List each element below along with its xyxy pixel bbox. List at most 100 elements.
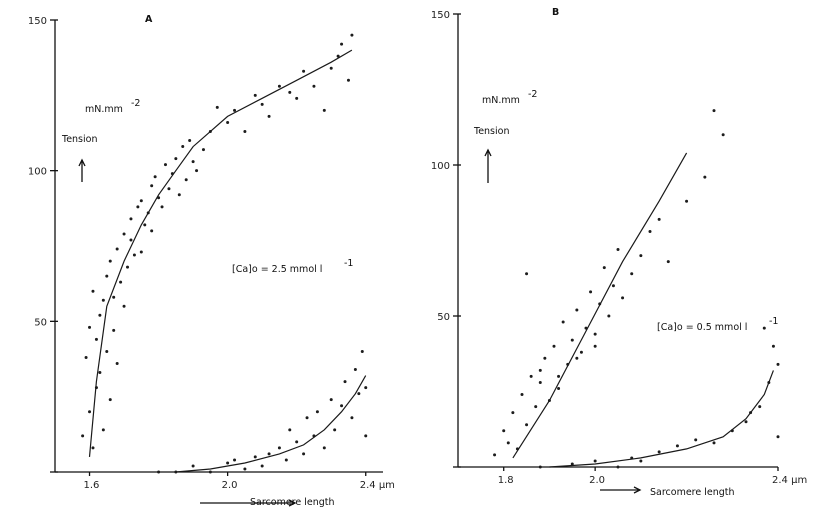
panel-a-series-1-point — [329, 66, 333, 70]
panel-a-series-1-point — [108, 398, 112, 402]
panel-b-series-1-point — [616, 248, 620, 252]
panel-b-y-tick-label: 100 — [431, 161, 450, 172]
panel-b-x-label: Sarcomere length — [650, 487, 735, 498]
panel-b-x-arrowhead — [633, 486, 642, 494]
panel-a-series-1-point — [88, 325, 92, 329]
panel-a-series-1-point — [226, 120, 230, 124]
panel-b-series-1-point — [570, 338, 574, 342]
panel-a-series-1-point — [81, 434, 85, 438]
panel-a-series-1-point — [94, 337, 98, 341]
panel-a-series-1-point — [136, 205, 140, 209]
panel-b-annotation: [Ca]o = 0.5 mmol l — [657, 322, 747, 333]
panel-b-series-2-point — [771, 344, 775, 348]
panel-b-series-2-point — [694, 438, 698, 442]
panel-a-series-2-point — [353, 368, 357, 372]
panel-a-series-2-point — [343, 380, 347, 384]
panel-a-series-2-point — [322, 446, 326, 450]
panel-a-series-1-point — [346, 78, 350, 82]
panel-a-series-1-point — [112, 295, 116, 299]
panel-b-series-2-curve — [549, 370, 774, 468]
panel-a-series-1-point — [153, 175, 157, 179]
panel-a-series-1-point — [101, 298, 105, 302]
panel-b-series-1-point — [493, 453, 497, 457]
panel-b-y-label: Tension — [473, 126, 509, 137]
panel-a-series-2-point — [305, 416, 309, 420]
panel-b-series-1-point — [657, 217, 661, 221]
panel-b-series-1-point — [525, 423, 529, 427]
panel-b-series-1-point — [575, 356, 579, 360]
panel-a-x-arrowhead — [288, 499, 297, 507]
panel-a-series-1-point — [108, 259, 112, 263]
panel-b-y-tick-label: 150 — [431, 10, 450, 21]
panel-b-series-1-point — [511, 411, 515, 415]
panel-a-y-label: Tension — [61, 134, 97, 145]
panel-b-series-1-point — [666, 260, 670, 264]
panel-a-series-1-point — [160, 205, 164, 209]
panel-a-series-1-point — [215, 105, 219, 109]
panel-b-series-2-point — [744, 420, 748, 424]
panel-b-y-unit: mN.mm — [482, 95, 520, 106]
panel-a-series-1-point — [188, 139, 192, 143]
panel-a-series-1-point — [253, 93, 257, 97]
panel-b-series-1-point — [529, 374, 533, 378]
panel-a-series-1-point — [277, 84, 281, 88]
panel-b-series-2-point — [593, 459, 597, 463]
panel-a-x-tick-label: 1.6 — [84, 480, 100, 491]
panel-b-series-1-point — [621, 296, 625, 300]
panel-a-series-2-point — [191, 464, 195, 468]
panel-a-series-2-point — [243, 467, 247, 471]
panel-a-series-1-point — [177, 193, 181, 197]
panel-b-annotation-exp: -1 — [769, 316, 778, 327]
panel-a-series-1-point — [129, 217, 133, 221]
panel-a-series-1-point — [243, 129, 247, 133]
panel-a-series-1-point — [139, 199, 143, 203]
panel-a-series-1-point — [126, 265, 130, 269]
panel-b-x-tick-label: 2.4 µm — [772, 475, 807, 486]
panel-b-series-2-point — [538, 465, 542, 469]
panel-a-series-1-point — [115, 362, 119, 366]
panel-b-y-arrowhead — [484, 148, 492, 157]
panel-a-series-1-point — [336, 54, 340, 58]
panel-b-series-2-point — [776, 362, 780, 366]
panel-a-series-2-point — [364, 434, 368, 438]
panel-a-series-2-point — [295, 440, 299, 444]
panel-a-series-2-point — [277, 446, 281, 450]
panel-a-series-1-point — [150, 229, 154, 233]
panel-a-series-2-curve — [175, 375, 367, 473]
panel-b-series-1-point — [502, 429, 506, 433]
panel-a-x-tick-label: 2.0 — [222, 480, 238, 491]
panel-a-series-1-point — [139, 250, 143, 254]
panel-a-series-1-point — [84, 355, 88, 359]
panel-b-series-1-point — [561, 320, 565, 324]
panel-a-series-1-point — [312, 84, 316, 88]
panel-a-series-1-point — [122, 232, 126, 236]
panel-a-series-1-point — [115, 247, 119, 251]
panel-a-series-2-point — [253, 455, 257, 459]
panel-b-series-1-point — [575, 308, 579, 312]
panel-a-series-1-point — [340, 42, 344, 46]
panel-b-series-1-point — [602, 266, 606, 270]
panel-b-series-1-point — [534, 405, 538, 409]
panel-a-series-2-point — [333, 428, 337, 432]
panel-a-series-2-point — [208, 470, 212, 474]
panel-a-series-1-point — [191, 160, 195, 164]
panel-b-series-1-point — [639, 254, 643, 258]
panel-b-series-1-curve — [512, 152, 688, 459]
panel-a-series-1-point — [122, 304, 126, 308]
panel-b-series-1-point — [630, 272, 634, 276]
panel-b-series-1-point — [506, 441, 510, 445]
panel-b-series-1-point — [557, 386, 561, 390]
panel-a-series-1-point — [201, 148, 205, 152]
panel-a-series-2-point — [288, 428, 292, 432]
panel-a-series-2-point — [350, 416, 354, 420]
panel-a-series-2-point — [226, 461, 230, 465]
panel-b-x-tick-label: 1.8 — [498, 475, 514, 486]
panel-a-series-1-point — [167, 187, 171, 191]
panel-a-series-1-point — [101, 428, 105, 432]
panel-a-series-1-point — [88, 410, 92, 414]
panel-b-series-1-point — [611, 284, 615, 288]
panel-b-series-1-point — [648, 229, 652, 233]
panel-a-series-1-point — [322, 108, 326, 112]
panel-a-series-1-point — [184, 178, 188, 182]
